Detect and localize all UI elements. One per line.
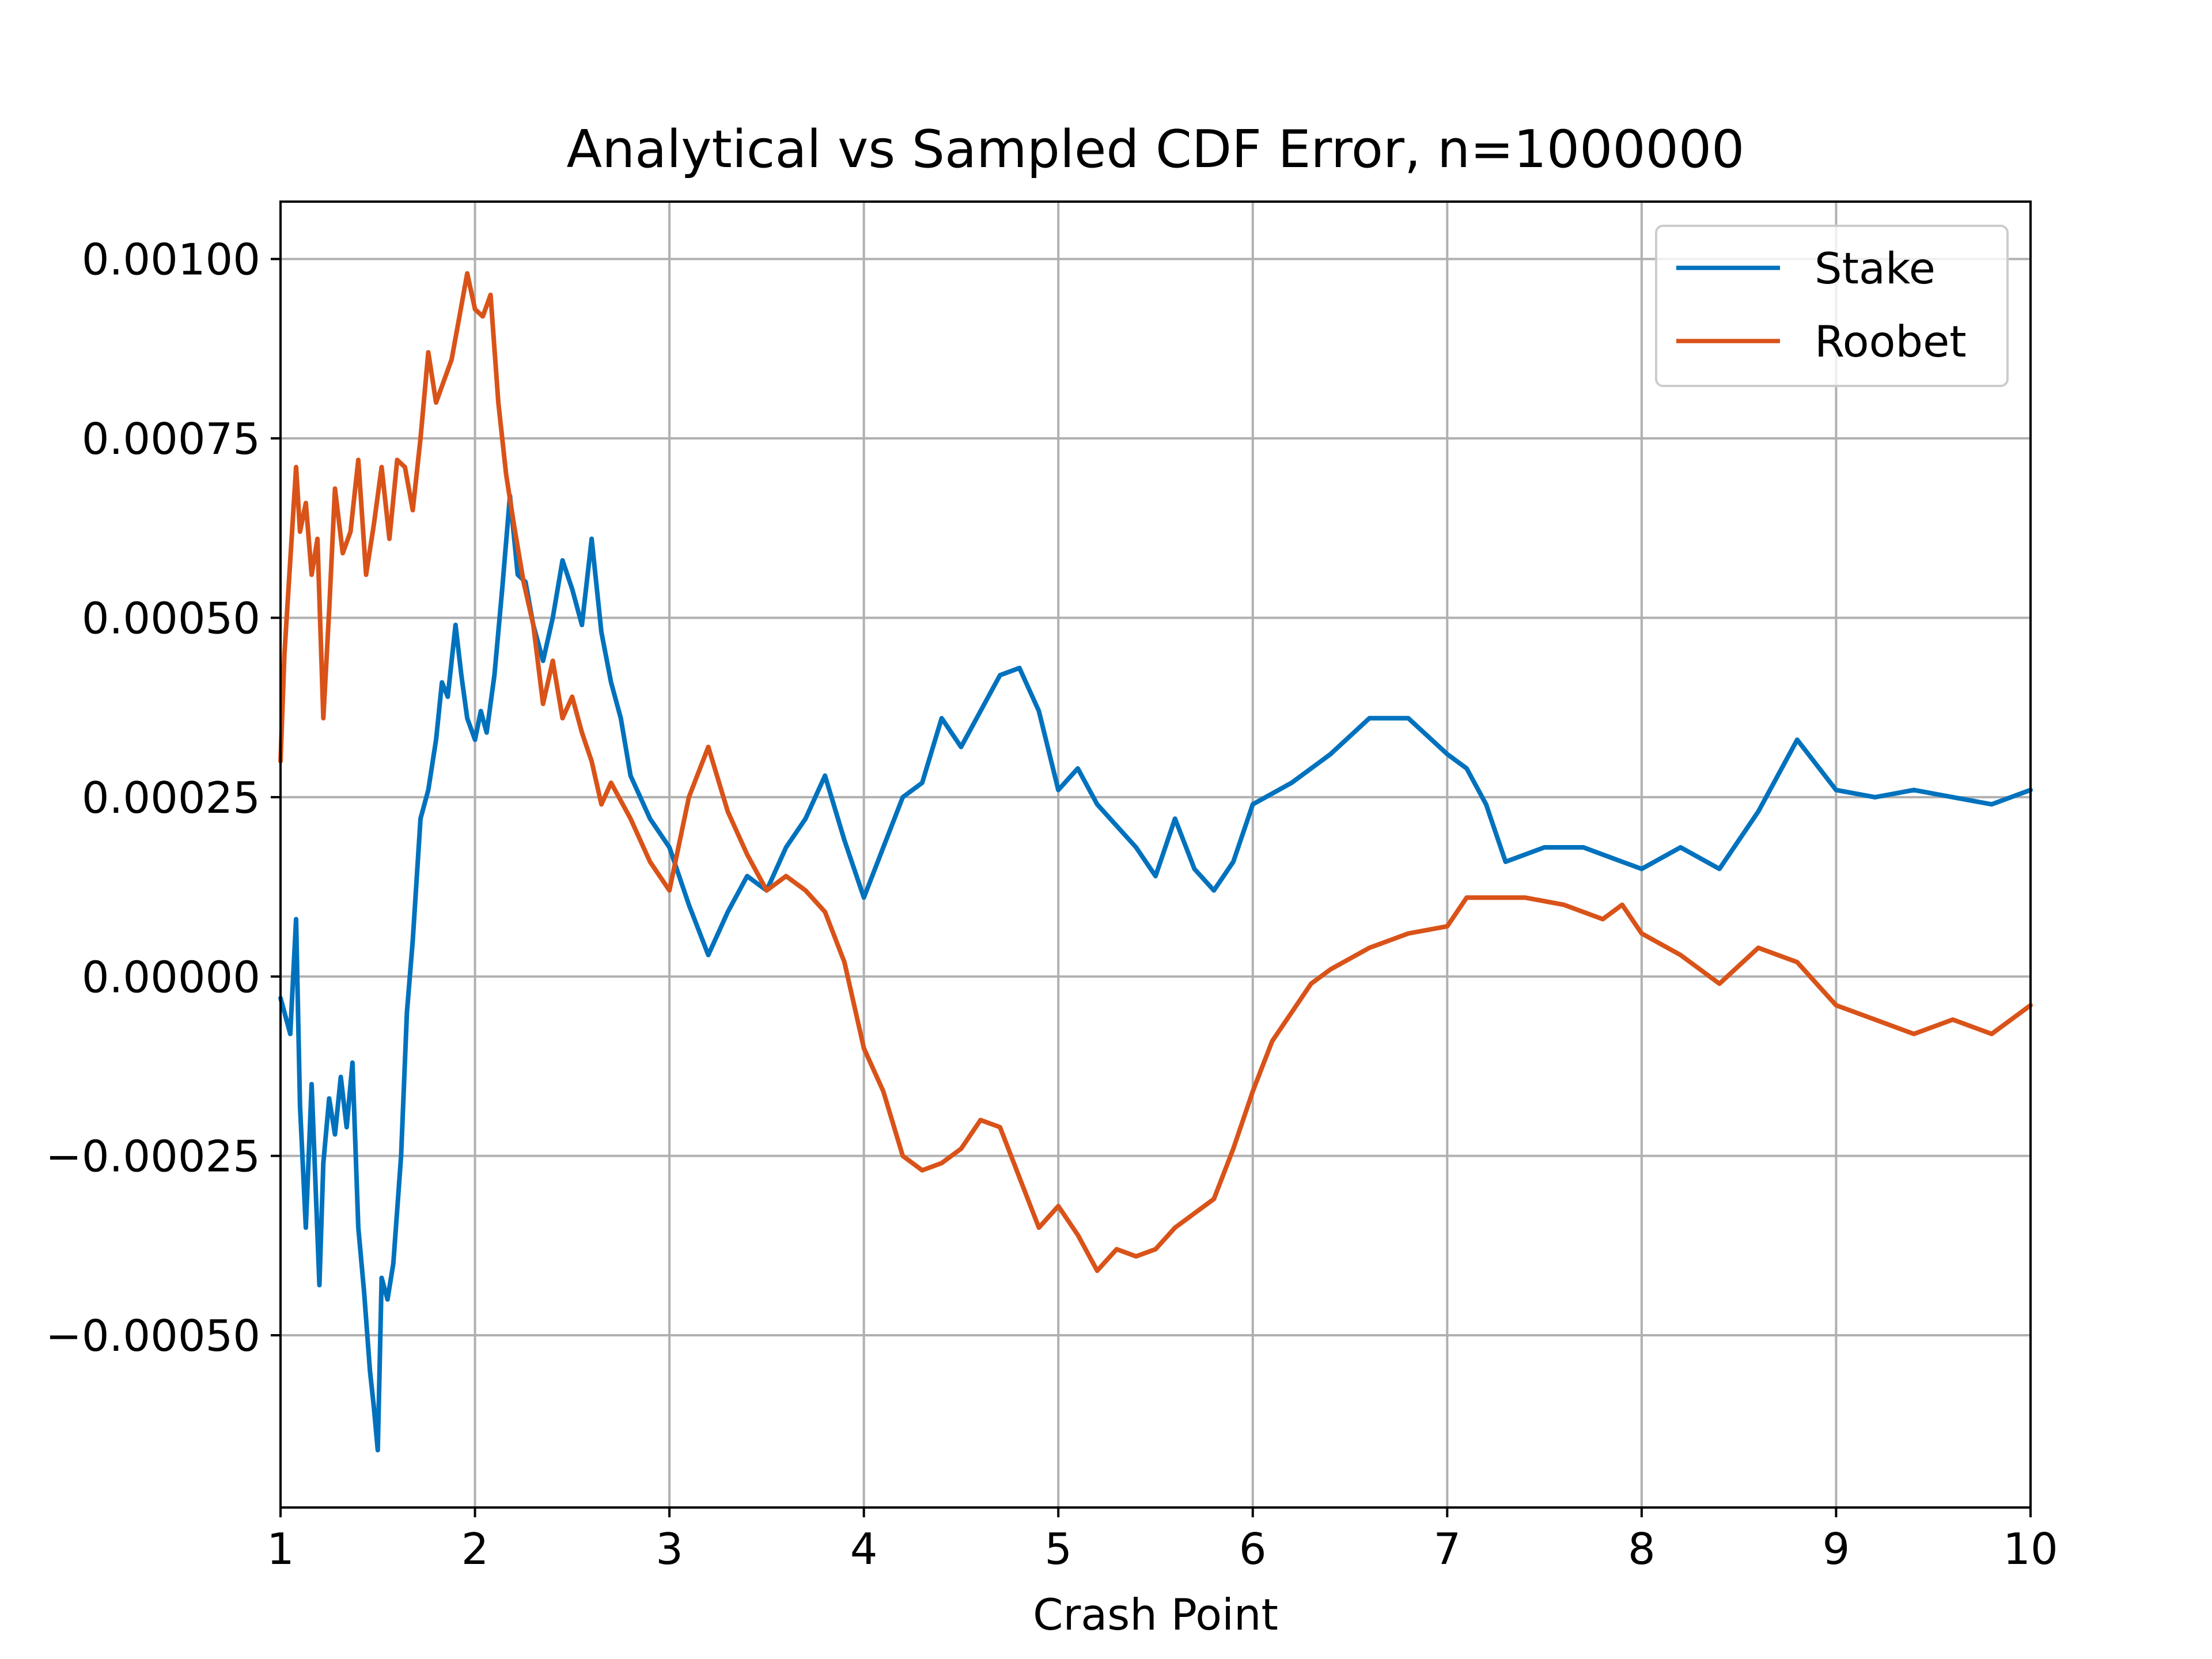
x-axis-ticks: 1 2 3 4 5 6 7 8 9 10 bbox=[267, 1508, 2058, 1574]
y-tick-label: −0.00025 bbox=[46, 1131, 260, 1182]
x-tick-label: 9 bbox=[1823, 1524, 1850, 1574]
y-tick-label: −0.00050 bbox=[46, 1310, 260, 1361]
x-tick-label: 5 bbox=[1044, 1524, 1072, 1574]
x-tick-label: 4 bbox=[850, 1524, 878, 1574]
x-axis-label: Crash Point bbox=[1033, 1589, 1278, 1640]
x-tick-label: 10 bbox=[2003, 1524, 2058, 1574]
x-tick-label: 8 bbox=[1628, 1524, 1656, 1574]
x-tick-label: 1 bbox=[267, 1524, 294, 1574]
chart-title: Analytical vs Sampled CDF Error, n=10000… bbox=[567, 119, 1745, 180]
y-tick-label: 0.00050 bbox=[82, 593, 260, 643]
x-tick-label: 6 bbox=[1239, 1524, 1267, 1574]
x-tick-label: 2 bbox=[461, 1524, 489, 1574]
series-line-roobet bbox=[278, 271, 2033, 1273]
y-tick-label: 0.00100 bbox=[82, 234, 260, 285]
x-tick-label: 3 bbox=[656, 1524, 683, 1574]
y-tick-label: 0.00000 bbox=[82, 952, 260, 1002]
y-tick-label: 0.00075 bbox=[82, 414, 260, 464]
y-axis-ticks: −0.00050 −0.00025 0.00000 0.00025 0.00050 0.0… bbox=[46, 234, 281, 1361]
series-line-stake bbox=[278, 493, 2033, 1453]
legend: Stake Roobet bbox=[1655, 225, 2009, 387]
legend-label-roobet: Roobet bbox=[1815, 316, 1967, 367]
legend-label-stake: Stake bbox=[1815, 243, 1936, 294]
x-tick-label: 7 bbox=[1433, 1524, 1461, 1574]
plot-frame bbox=[279, 200, 2032, 1509]
series-lines bbox=[278, 271, 2033, 1453]
y-tick-label: 0.00025 bbox=[82, 772, 260, 823]
